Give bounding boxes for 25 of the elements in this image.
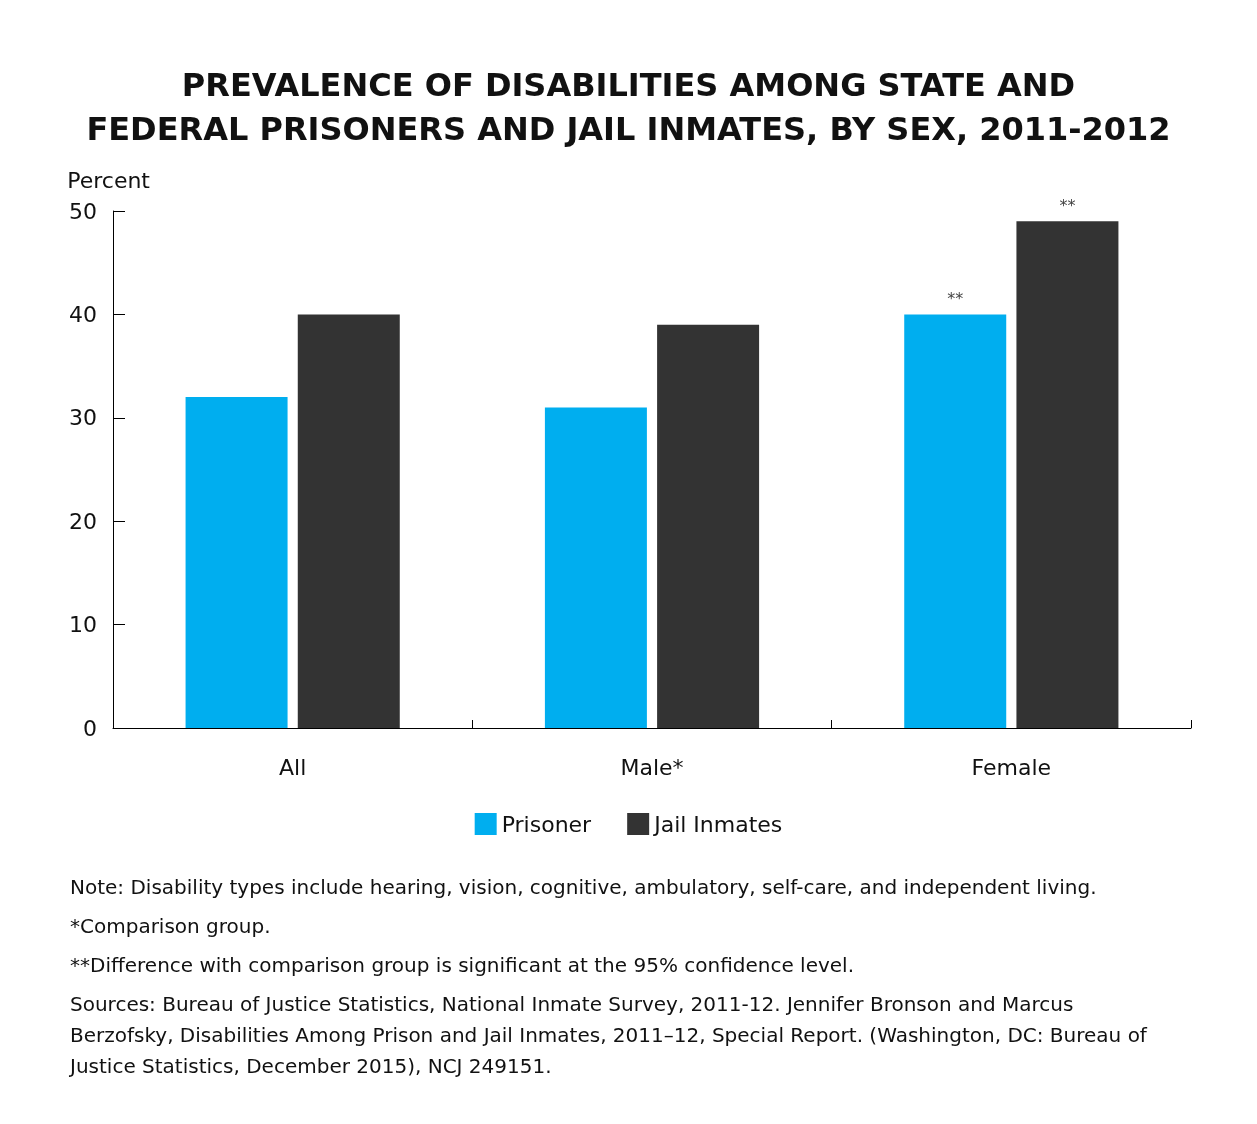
source-note: Sources: Bureau of Justice Statistics, National Inmate Survey, 2011-12. Jennifer Bronson and Marcus Berzofsky, Disabilities Among Prison and Jail Inmates, 2011–12, Special Report. (Washington, DC: Bureau of Justice Statistics, December 2015), NCJ 249151.	[70, 991, 1149, 1080]
bar	[657, 324, 760, 728]
y-tick-label: 10	[69, 612, 97, 638]
y-tick-label: 20	[69, 508, 97, 534]
legend-label: Jail Inmates	[652, 811, 783, 837]
y-tick-label: 0	[83, 715, 97, 741]
bar	[1016, 221, 1119, 728]
x-tick-label: All	[279, 754, 307, 780]
legend-label: Prisoner	[501, 811, 593, 837]
text: *Comparison group.	[70, 913, 272, 940]
y-tick-label: 40	[69, 301, 97, 327]
y-axis-title: Percent	[67, 167, 151, 193]
data-label: **	[1059, 195, 1076, 215]
y-tick-label: 50	[69, 198, 97, 224]
bar	[544, 407, 647, 728]
text: Note: Disability types include hearing, vision, cognitive, ambulatory, self-care, and independent living.	[70, 874, 1098, 901]
text: **Difference with comparison group is significant at the 95% confidence level.	[70, 952, 855, 979]
bar	[297, 314, 400, 728]
data-label: **	[947, 288, 964, 308]
x-tick-label: Male*	[620, 754, 684, 780]
y-tick-label: 30	[69, 405, 97, 431]
chart-title: PREVALENCE OF DISABILITIES AMONG STATE AND FEDERAL PRISONERS AND JAIL INMATES, BY SEX, 2011-2012	[86, 66, 1171, 148]
bar	[185, 397, 288, 728]
x-tick-label: Female	[971, 754, 1052, 780]
bar	[904, 314, 1007, 728]
